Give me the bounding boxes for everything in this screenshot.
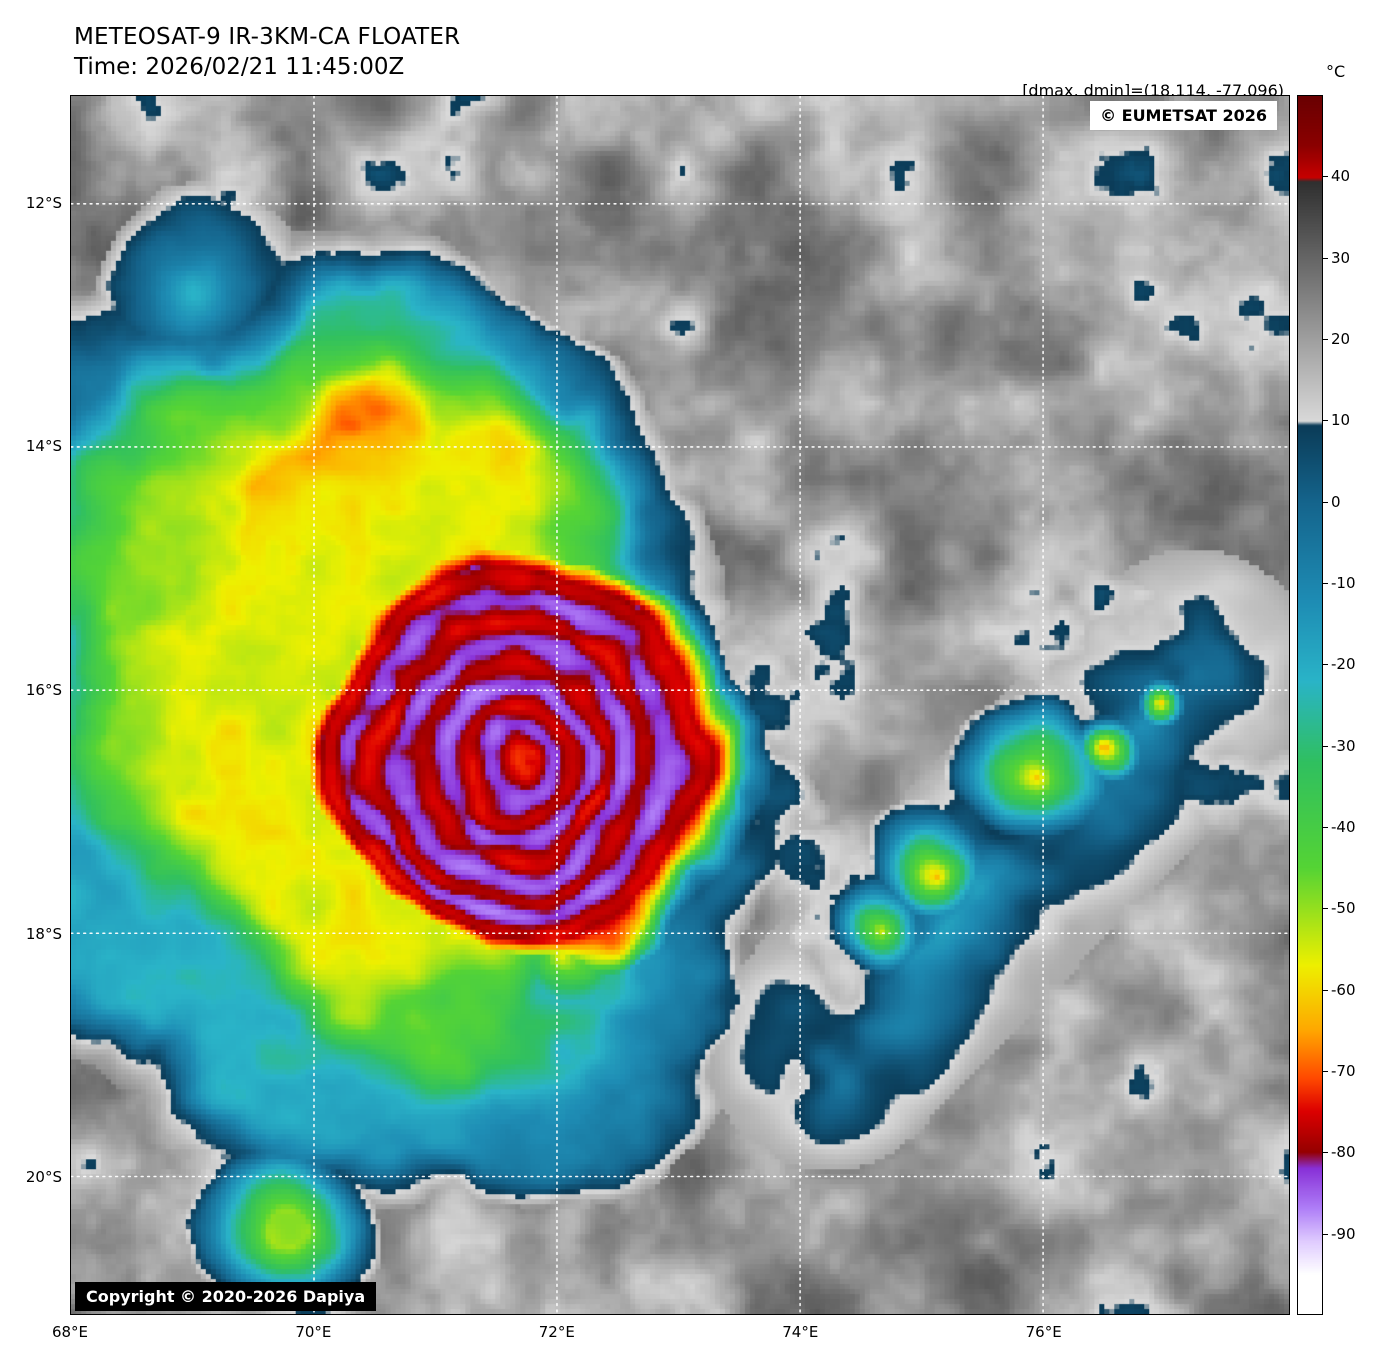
colorbar-tick-mark [1323, 989, 1328, 991]
colorbar [1297, 95, 1323, 1315]
colorbar-tick-mark [1323, 339, 1328, 340]
figure-time: Time: 2026/02/21 11:45:00Z [74, 54, 405, 80]
colorbar-tick-label: -50 [1331, 899, 1356, 918]
colorbar-tick-label: 40 [1331, 167, 1351, 186]
colorbar-tick-mark [1323, 664, 1328, 666]
colorbar-tick-label: -40 [1331, 818, 1356, 836]
lat-tick-label: 18°S [25, 924, 62, 943]
colorbar-tick-mark [1323, 1152, 1328, 1154]
colorbar-unit-label: °C [1326, 62, 1346, 81]
lat-tick-label: 14°S [25, 437, 62, 456]
lat-tick-label: 16°S [25, 681, 62, 700]
colorbar-tick-label: 20 [1331, 330, 1351, 348]
colorbar-tick-mark [1323, 176, 1328, 178]
lon-tick-label: 70°E [295, 1323, 332, 1341]
colorbar-tick-label: 30 [1331, 248, 1351, 267]
colorbar-tick-label: -80 [1331, 1143, 1356, 1162]
colorbar-tick-mark [1323, 583, 1328, 584]
eumetsat-badge: © EUMETSAT 2026 [1090, 101, 1277, 130]
lon-tick-label: 76°E [1025, 1323, 1062, 1341]
colorbar-tick-mark [1323, 501, 1328, 503]
colorbar-gradient [1298, 96, 1322, 1314]
colorbar-tick-mark [1323, 908, 1328, 910]
lon-tick-label: 68°E [51, 1323, 89, 1341]
lat-tick-label: 12°S [25, 193, 62, 212]
colorbar-tick-label: 0 [1331, 492, 1341, 511]
figure-title: METEOSAT-9 IR-3KM-CA FLOATER [74, 24, 461, 50]
colorbar-tick-mark [1323, 1071, 1328, 1072]
lat-tick-label: 20°S [25, 1168, 62, 1187]
colorbar-tick-mark [1323, 257, 1328, 259]
satellite-imagery-canvas [71, 96, 1289, 1314]
copyright-badge: Copyright © 2020-2026 Dapiya [75, 1282, 377, 1311]
colorbar-tick-label: -70 [1331, 1062, 1356, 1080]
lon-tick-label: 74°E [782, 1323, 819, 1341]
colorbar-tick-label: -30 [1331, 736, 1356, 755]
colorbar-tick-label: 10 [1331, 411, 1351, 430]
colorbar-tick-mark [1323, 1233, 1328, 1235]
colorbar-tick-mark [1323, 827, 1328, 828]
colorbar-tick-label: -90 [1331, 1224, 1356, 1243]
colorbar-tick-label: -20 [1331, 655, 1356, 674]
lon-tick-label: 72°E [538, 1323, 575, 1341]
colorbar-tick-mark [1323, 745, 1328, 747]
colorbar-tick-label: -60 [1331, 980, 1356, 999]
satellite-map: © EUMETSAT 2026 Copyright © 2020-2026 Da… [70, 95, 1290, 1315]
colorbar-tick-mark [1323, 420, 1328, 422]
colorbar-tick-label: -10 [1331, 574, 1356, 592]
grid-overlay [71, 96, 1289, 1314]
